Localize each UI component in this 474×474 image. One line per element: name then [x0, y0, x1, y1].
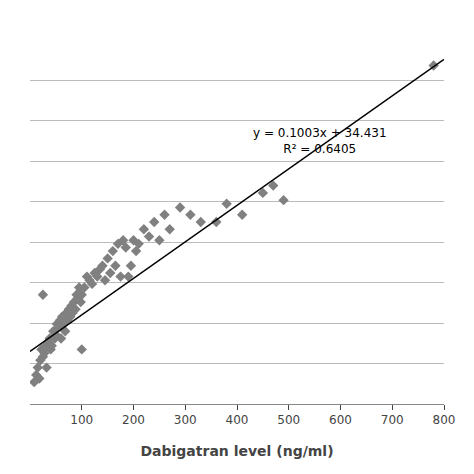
svg-text:400: 400 — [226, 413, 249, 427]
svg-text:200: 200 — [122, 413, 145, 427]
svg-text:300: 300 — [174, 413, 197, 427]
svg-text:Dabigatran level (ng/ml): Dabigatran level (ng/ml) — [140, 443, 333, 459]
svg-text:500: 500 — [277, 413, 300, 427]
svg-text:800: 800 — [433, 413, 456, 427]
svg-text:y = 0.1003x + 34.431R² = 0.640: y = 0.1003x + 34.431R² = 0.6405 — [253, 126, 387, 156]
svg-text:700: 700 — [381, 413, 404, 427]
svg-text:100: 100 — [70, 413, 93, 427]
svg-text:600: 600 — [329, 413, 352, 427]
